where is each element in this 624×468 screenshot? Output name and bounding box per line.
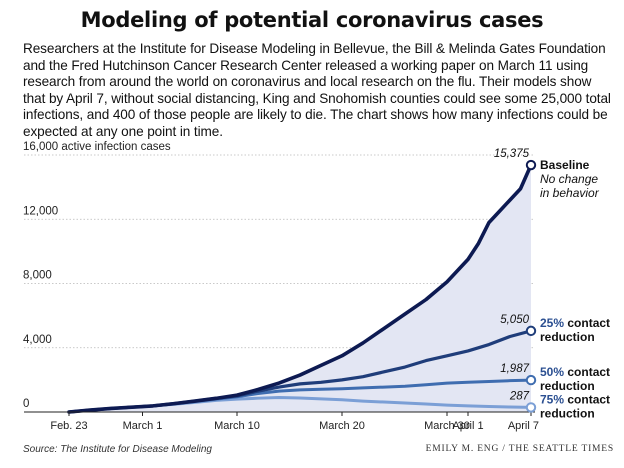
- end-value-label: 1,987: [500, 363, 529, 375]
- end-value-label: 15,375: [494, 148, 530, 160]
- chart-title: Modeling of potential coronavirus cases: [80, 8, 544, 32]
- axes: 0 4,000 8,000 12,000 16,000 active infection…: [23, 141, 539, 432]
- source-note: Source: The Institute for Disease Modeli…: [23, 444, 212, 455]
- x-tick-label: April 1: [452, 420, 483, 432]
- series-label-contact: contact: [564, 365, 610, 379]
- y-tick-label: 0: [23, 398, 29, 410]
- credit-line: EMILY M. ENG / THE SEATTLE TIMES: [425, 444, 614, 454]
- x-tick-label: Feb. 23: [50, 420, 87, 432]
- series-lines: [67, 163, 533, 414]
- series-label-contact: contact: [564, 316, 610, 330]
- series-label-main: 25% contact: [540, 316, 610, 330]
- series-label-sub: reduction: [540, 330, 595, 344]
- series-label-percent: 50%: [540, 365, 564, 379]
- x-tick-label: March 20: [319, 420, 365, 432]
- x-tick-label: April 7: [508, 420, 539, 432]
- x-tick-label: March 10: [214, 420, 260, 432]
- series-line-baseline: [67, 163, 533, 414]
- y-tick-label: 8,000: [23, 270, 52, 282]
- end-value-label: 287: [509, 390, 530, 402]
- end-marker-reduction75: [525, 402, 537, 413]
- end-marker-reduction50: [525, 374, 537, 386]
- x-tick-label: March 1: [123, 420, 163, 432]
- end-marker-reduction25: [525, 325, 537, 337]
- series-label-main: 50% contact: [540, 365, 610, 379]
- y-tick-label: 12,000: [23, 205, 58, 217]
- intro-paragraph: Researchers at the Institute for Disease…: [23, 41, 611, 139]
- series-label-main: 75% contact: [540, 392, 610, 406]
- series-label-percent: 75%: [540, 392, 564, 406]
- series-label-contact: contact: [564, 392, 610, 406]
- end-marker-baseline: [525, 159, 537, 171]
- x-tick-label: March 30: [424, 420, 470, 432]
- series-label-sub: No change: [540, 172, 598, 186]
- series-label-main: Baseline: [540, 158, 590, 172]
- series-label-sub: reduction: [540, 406, 595, 420]
- y-tick-label: 4,000: [23, 334, 52, 346]
- series-label-sub: reduction: [540, 379, 595, 393]
- baseline-area: [69, 165, 531, 412]
- y-tick-label: 16,000 active infection cases: [23, 141, 171, 153]
- gridlines: [24, 154, 535, 349]
- baseline-area-fill: [69, 165, 531, 412]
- series-label-sub: in behavior: [540, 186, 600, 200]
- end-value-label: 5,050: [500, 314, 529, 326]
- series-label-percent: 25%: [540, 316, 564, 330]
